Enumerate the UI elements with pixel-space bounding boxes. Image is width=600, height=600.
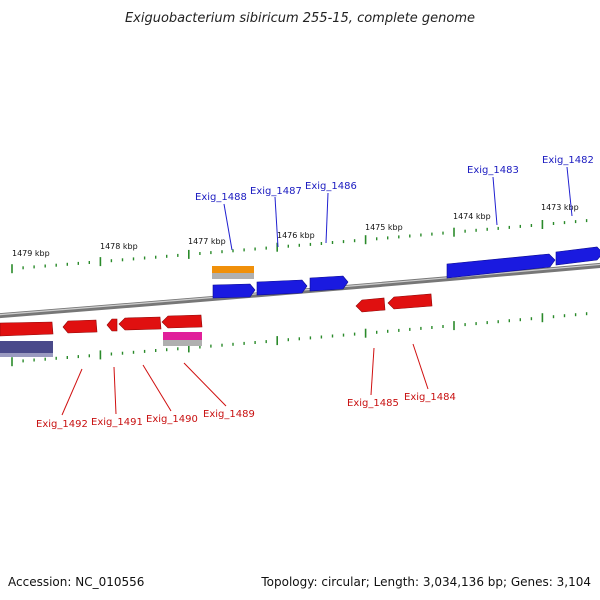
gene-label-exig-1488[interactable]: Exig_1488 xyxy=(195,192,247,203)
orange-feature-shadow xyxy=(212,273,254,279)
reverse-strand-genes xyxy=(0,293,433,357)
orange-feature[interactable] xyxy=(212,266,254,273)
kbp-label-1477: 1477 kbp xyxy=(188,237,226,246)
forward-strand-genes xyxy=(212,246,600,299)
bottom-callout-lines xyxy=(61,343,429,416)
gene-label-exig-1490[interactable]: Exig_1490 xyxy=(146,414,198,425)
kbp-label-1473: 1473 kbp xyxy=(541,203,579,212)
gene-label-exig-1487[interactable]: Exig_1487 xyxy=(250,186,302,197)
gene-exig-1486-arrow[interactable] xyxy=(309,275,349,292)
gene-exig-1484-arrow[interactable] xyxy=(387,293,433,310)
purple-feature-shadow xyxy=(0,353,53,357)
topology-text: Topology: circular; Length: 3,034,136 bp… xyxy=(260,575,591,589)
gene-exig-1491-arrow[interactable] xyxy=(62,319,98,334)
gene-exig-1492-arrow[interactable] xyxy=(0,321,54,337)
top-scale-ticks xyxy=(11,219,588,274)
top-callout-lines xyxy=(223,166,573,251)
gene-exig-1485-arrow[interactable] xyxy=(355,297,386,313)
gene-exig-1488-arrow[interactable] xyxy=(212,283,256,299)
gene-exig-1490-arrow[interactable] xyxy=(118,316,162,331)
map-title: Exiguobacterium sibiricum 255-15, comple… xyxy=(125,11,475,26)
gene-exig-1487-arrow[interactable] xyxy=(256,279,308,296)
gene-label-exig-1483[interactable]: Exig_1483 xyxy=(467,165,519,176)
gene-label-exig-1482[interactable]: Exig_1482 xyxy=(542,155,594,166)
magenta-feature[interactable] xyxy=(163,332,202,340)
purple-feature[interactable] xyxy=(0,341,53,353)
gene-label-exig-1492[interactable]: Exig_1492 xyxy=(36,419,88,430)
gene-label-exig-1485[interactable]: Exig_1485 xyxy=(347,398,399,409)
gene-exig-1483-arrow[interactable] xyxy=(446,253,556,279)
kbp-label-1479: 1479 kbp xyxy=(12,249,50,258)
gene-label-exig-1486[interactable]: Exig_1486 xyxy=(305,181,357,192)
kbp-label-1478: 1478 kbp xyxy=(100,242,138,251)
bottom-scale-ticks xyxy=(11,312,588,367)
gene-exig-1489-arrow[interactable] xyxy=(161,314,203,329)
gene-exig-1490a-arrow[interactable] xyxy=(106,318,118,332)
gene-exig-1482-arrow[interactable] xyxy=(555,246,600,266)
gene-label-exig-1489[interactable]: Exig_1489 xyxy=(203,409,255,420)
kbp-label-1475: 1475 kbp xyxy=(365,223,403,232)
gene-label-exig-1484[interactable]: Exig_1484 xyxy=(404,392,456,403)
kbp-label-1476: 1476 kbp xyxy=(277,231,315,240)
gene-label-exig-1491[interactable]: Exig_1491 xyxy=(91,417,143,428)
accession-text: Accession: NC_010556 xyxy=(8,575,144,589)
kbp-label-1474: 1474 kbp xyxy=(453,212,491,221)
magenta-feature-shadow xyxy=(163,340,202,346)
